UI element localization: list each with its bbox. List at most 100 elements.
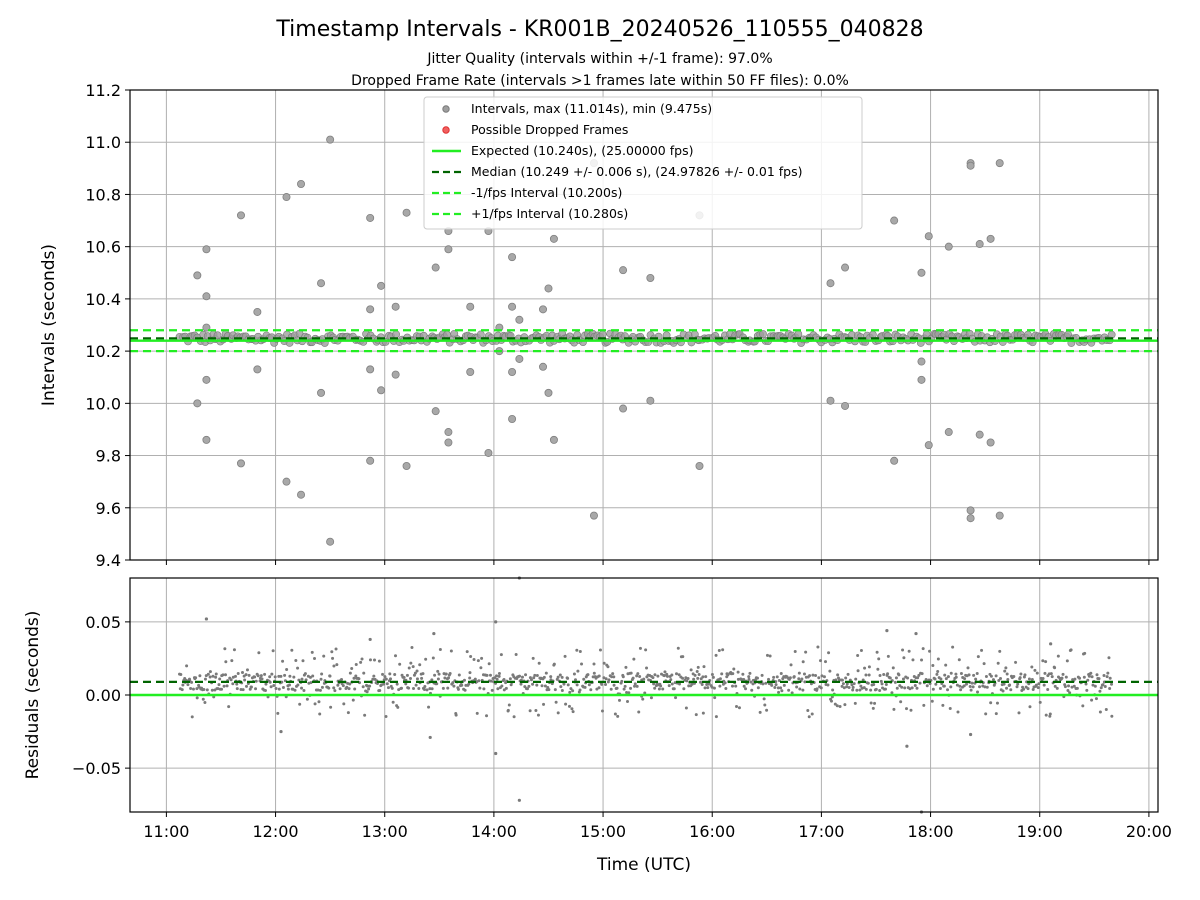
interval-outlier-point	[695, 461, 704, 470]
residual-point	[272, 684, 276, 688]
residual-point	[203, 700, 207, 704]
interval-outlier-point	[402, 208, 411, 217]
residual-point	[208, 670, 212, 674]
residual-point	[460, 683, 464, 687]
residuals-outliers	[204, 576, 1053, 814]
residual-point	[414, 683, 418, 687]
interval-outlier-point	[193, 399, 202, 408]
residual-point	[622, 687, 626, 691]
residual-point	[1036, 686, 1040, 690]
residual-point	[959, 688, 963, 692]
residuals-reference-lines	[130, 680, 1158, 697]
interval-outlier-point	[326, 537, 335, 546]
interval-outlier-point	[917, 268, 926, 277]
residual-point	[1009, 688, 1013, 692]
residual-point	[418, 663, 422, 667]
residual-point	[412, 686, 416, 690]
residual-point	[787, 688, 791, 692]
residual-point	[269, 685, 273, 689]
residual-point	[901, 648, 905, 652]
residual-point	[1073, 677, 1077, 681]
residual-point	[1022, 687, 1026, 691]
residual-point	[925, 684, 929, 688]
legend-label-minus-fps: -1/fps Interval (10.200s)	[471, 185, 622, 200]
interval-point	[598, 330, 607, 339]
residual-point	[874, 687, 878, 691]
residual-point	[706, 686, 710, 690]
interval-outlier-point	[282, 477, 291, 486]
residual-point	[482, 687, 486, 691]
residual-point	[415, 677, 419, 681]
residual-point	[179, 673, 183, 677]
residual-point	[718, 684, 722, 688]
residual-point	[1081, 704, 1085, 708]
residual-point	[372, 674, 376, 678]
interval-outlier-point	[966, 506, 975, 515]
residual-point	[1016, 682, 1020, 686]
residual-point	[488, 673, 492, 677]
residual-point	[527, 684, 531, 688]
residual-point	[425, 688, 429, 692]
residual-point	[954, 675, 958, 679]
interval-outlier-point	[297, 179, 306, 188]
residual-point	[1070, 685, 1074, 689]
residual-point	[468, 676, 472, 680]
residual-point	[755, 676, 759, 680]
residual-point	[907, 649, 911, 653]
residual-point	[247, 673, 251, 677]
residual-point	[409, 661, 413, 665]
residual-point	[744, 687, 748, 691]
residual-point	[398, 662, 402, 666]
residual-point	[701, 711, 705, 715]
residual-point	[180, 688, 184, 692]
interval-outlier-point	[544, 388, 553, 397]
legend-label-intervals: Intervals, max (11.014s), min (9.475s)	[471, 101, 712, 116]
residual-point	[534, 709, 538, 713]
residual-point	[1041, 676, 1045, 680]
residual-point	[702, 665, 706, 669]
residual-point	[690, 682, 694, 686]
residual-point	[271, 649, 275, 653]
residual-point	[287, 683, 291, 687]
residual-point	[371, 677, 375, 681]
residual-point	[807, 715, 811, 719]
residual-point	[1006, 678, 1010, 682]
residual-point	[645, 666, 649, 670]
residual-point	[657, 687, 661, 691]
residual-point	[431, 656, 435, 660]
interval-outlier-point	[402, 461, 411, 470]
residual-point	[504, 686, 508, 690]
residual-point	[382, 682, 386, 686]
residual-point	[396, 705, 400, 709]
residual-point	[818, 659, 822, 663]
residual-point	[1110, 714, 1114, 718]
interval-outlier-point	[431, 407, 440, 416]
residual-point	[217, 683, 221, 687]
residual-point	[236, 672, 240, 676]
residual-point	[957, 658, 961, 662]
residual-point	[629, 671, 633, 675]
residual-point	[801, 660, 805, 664]
residual-point	[245, 668, 249, 672]
residual-point	[695, 670, 699, 674]
residual-point	[1099, 686, 1103, 690]
residual-point	[564, 702, 568, 706]
residual-point	[570, 707, 574, 711]
residual-point	[736, 670, 740, 674]
residual-point	[1027, 682, 1031, 686]
residual-point	[1084, 682, 1088, 686]
residual-point	[636, 672, 640, 676]
residual-point	[788, 676, 792, 680]
residual-point	[567, 704, 571, 708]
residual-point	[656, 674, 660, 678]
residual-point	[335, 663, 339, 667]
residual-point	[239, 688, 243, 692]
residual-point	[342, 702, 346, 706]
residual-point	[244, 684, 248, 688]
residual-point	[917, 673, 921, 677]
residual-outlier-point	[517, 798, 521, 802]
residual-point	[710, 672, 714, 676]
residual-point	[649, 696, 653, 700]
residual-point	[465, 650, 469, 654]
residual-point	[407, 686, 411, 690]
